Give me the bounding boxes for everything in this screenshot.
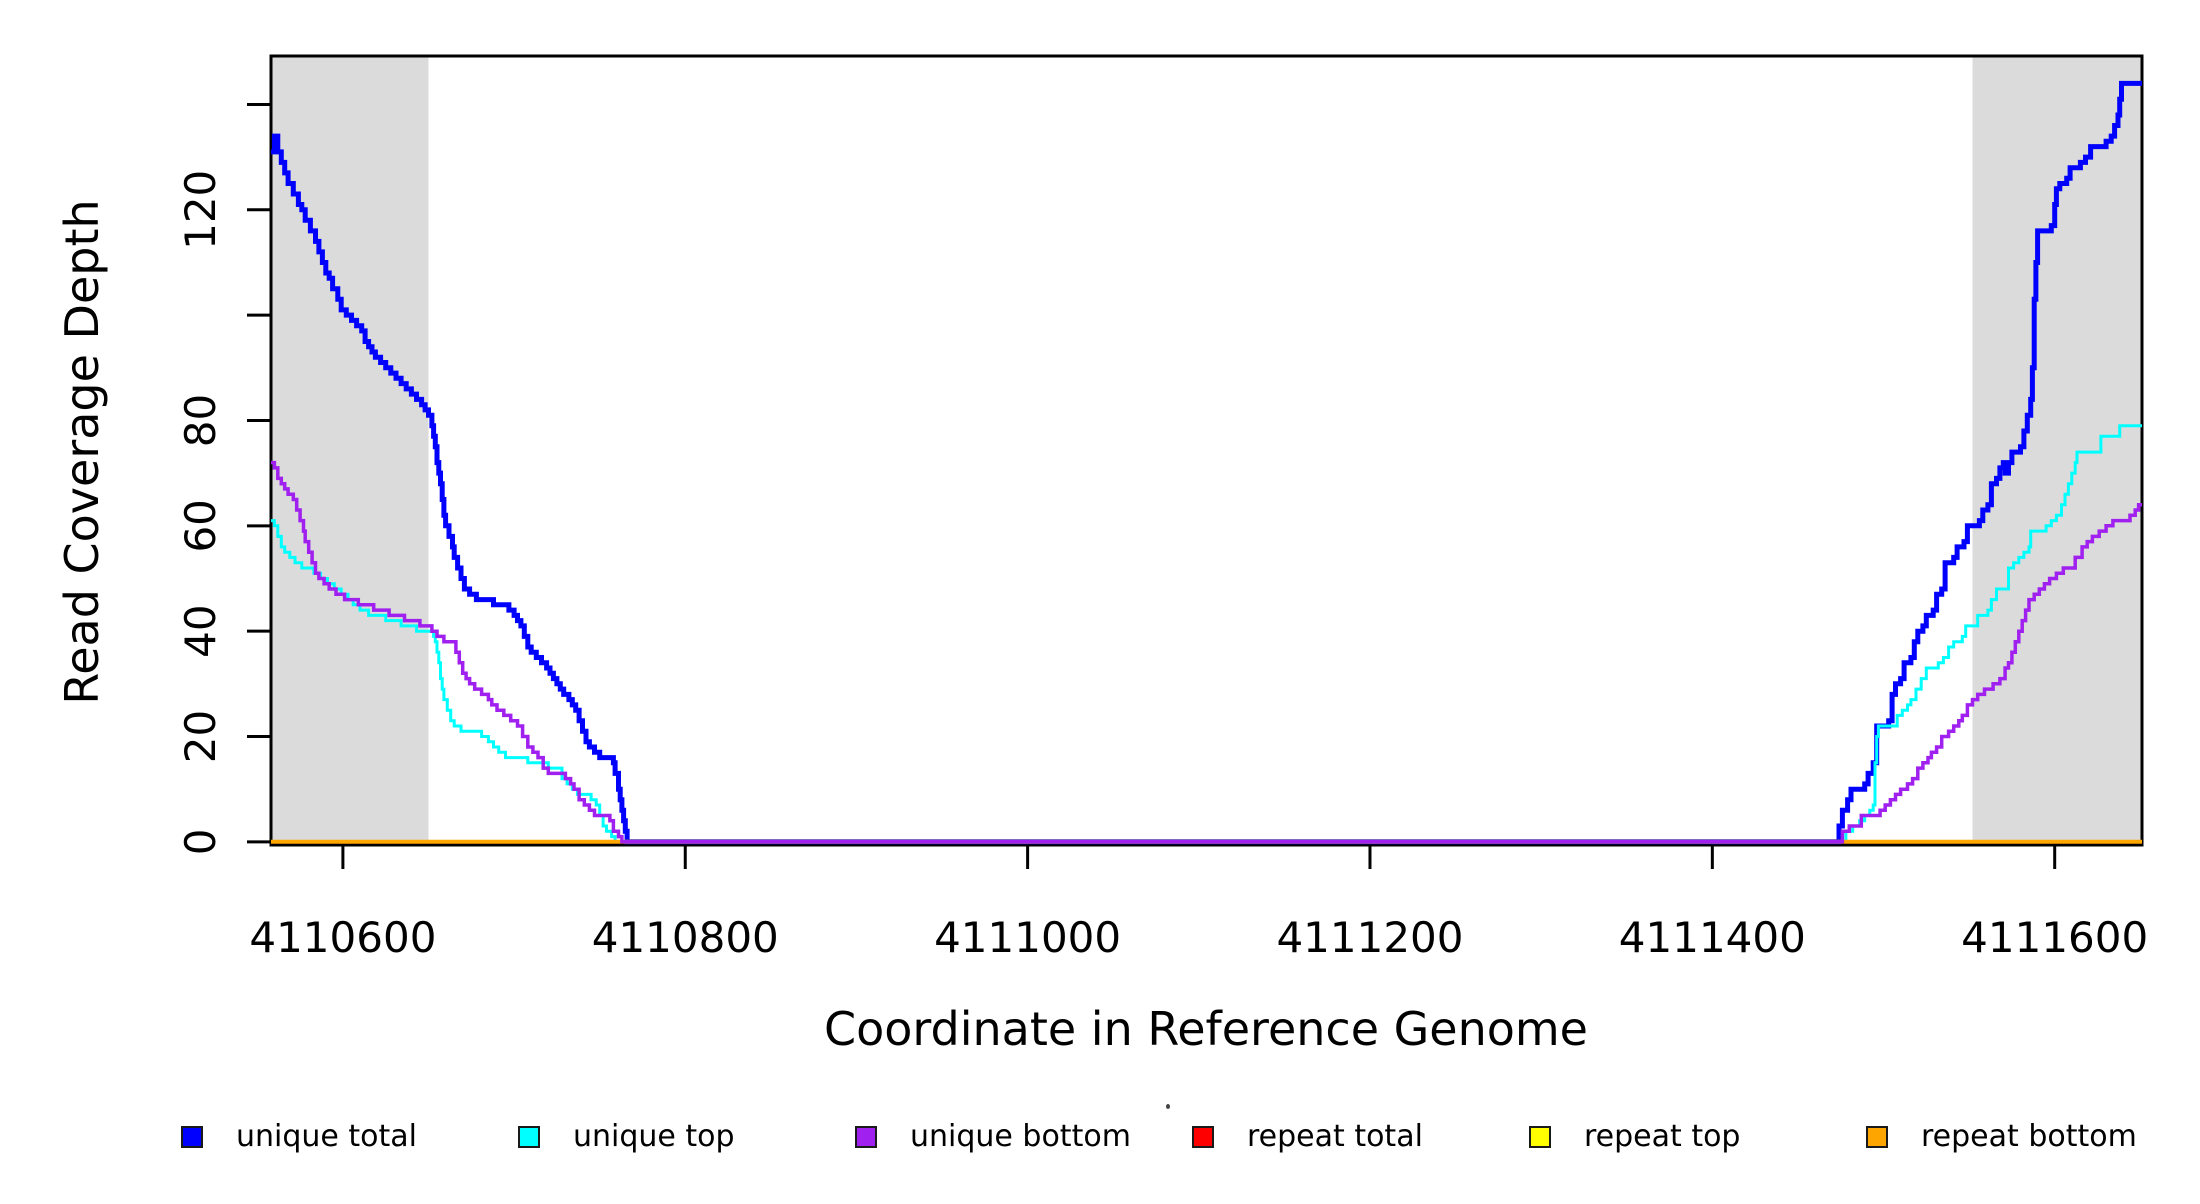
repeat-total-swatch-icon	[1192, 1125, 1214, 1148]
legend-item-repeat-top: repeat top	[1529, 1119, 1740, 1154]
y-tick-label: 0	[176, 828, 225, 855]
legend-label: repeat total	[1247, 1119, 1423, 1154]
legend-item-unique-total: unique total	[181, 1119, 417, 1154]
series-unique-bottom	[271, 460, 2142, 844]
legend-item-repeat-bottom: repeat bottom	[1866, 1119, 2137, 1154]
legend-label: repeat top	[1584, 1119, 1741, 1154]
x-tick-label: 4110600	[249, 913, 436, 962]
y-tick-label: 120	[176, 170, 225, 250]
legend-label: unique top	[573, 1119, 735, 1154]
legend-label: repeat bottom	[1921, 1119, 2137, 1154]
y-tick-label: 60	[176, 499, 225, 552]
x-axis-title: Coordinate in Reference Genome	[824, 1002, 1588, 1056]
y-tick-label: 80	[176, 394, 225, 447]
x-tick-label: 4111200	[1276, 913, 1463, 962]
series-layer	[271, 80, 2142, 845]
series-unique-total	[271, 80, 2142, 845]
right-gray-band	[1972, 56, 2142, 845]
legend-item-repeat-total: repeat total	[1192, 1119, 1423, 1154]
legend-label: unique total	[236, 1119, 418, 1154]
unique-top-swatch-icon	[518, 1125, 540, 1148]
left-gray-band	[271, 56, 429, 845]
legend-label: unique bottom	[910, 1119, 1131, 1154]
repeat-top-swatch-icon	[1529, 1125, 1551, 1148]
y-axis-title: Read Coverage Depth	[55, 199, 109, 705]
x-tick-label: 4111000	[934, 913, 1121, 962]
unique-total-swatch-icon	[181, 1125, 203, 1148]
unique-bottom-swatch-icon	[855, 1125, 877, 1148]
legend-item-unique-bottom: unique bottom	[855, 1119, 1131, 1154]
x-tick-label: 4111600	[1961, 913, 2148, 962]
x-tick-label: 4111400	[1619, 913, 1806, 962]
repeat-bottom-swatch-icon	[1866, 1125, 1888, 1148]
legend-item-unique-top: unique top	[518, 1119, 735, 1154]
y-tick-label: 20	[176, 710, 225, 763]
stray-dot-artifact	[1166, 1104, 1170, 1109]
x-tick-label: 4110800	[592, 913, 779, 962]
plot-box	[269, 54, 2144, 847]
y-tick-label: 40	[176, 604, 225, 657]
series-unique-top	[271, 424, 2142, 844]
